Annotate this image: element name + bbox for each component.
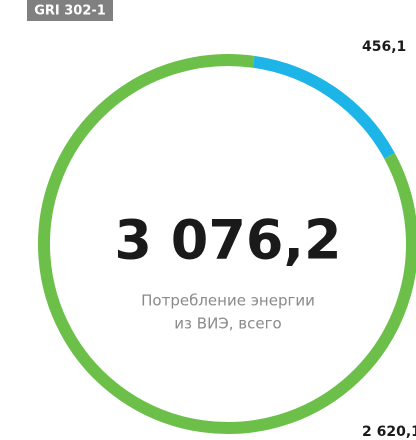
badge: GRI 302-1: [34, 4, 106, 19]
center-label: Потребление энергии: [141, 292, 315, 310]
value-label: 456,1: [362, 39, 406, 55]
center-label: из ВИЭ, всего: [174, 315, 281, 333]
value-label: 2 620,1: [362, 424, 416, 440]
center-value: 3 076,2: [114, 209, 341, 272]
donut-segment: [38, 54, 416, 434]
badge-bg: [27, 0, 113, 21]
donut-segment: [252, 55, 395, 159]
